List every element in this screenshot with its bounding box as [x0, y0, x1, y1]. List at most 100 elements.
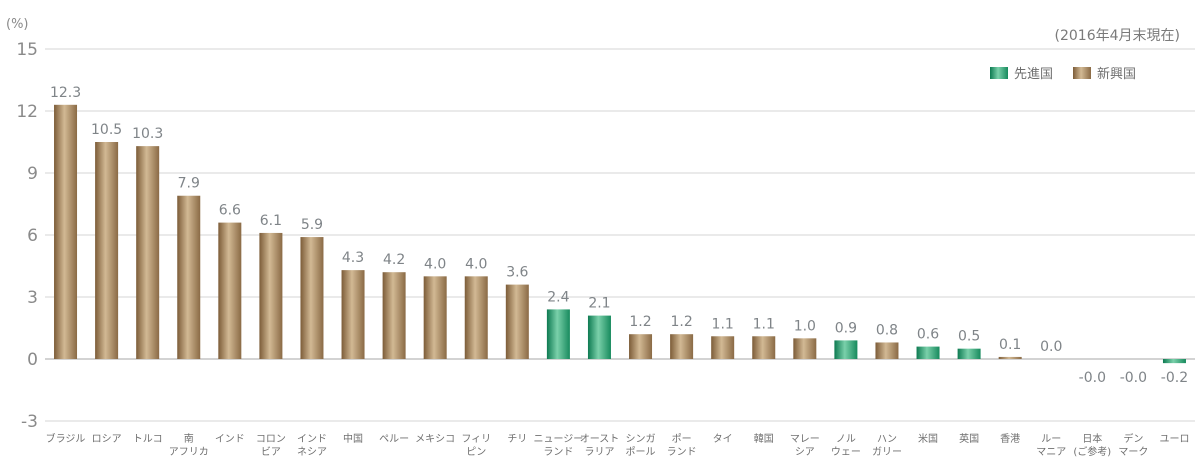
- category-label: アフリカ: [169, 446, 209, 458]
- category-label: 韓国: [754, 433, 774, 445]
- category-label: 日本: [1082, 432, 1102, 445]
- legend: 先進国 新興国: [990, 66, 1136, 82]
- category-label: ガリー: [872, 446, 902, 458]
- category-label: ニュージー: [533, 434, 583, 445]
- category-label: 中国: [343, 432, 363, 445]
- bar: [916, 346, 940, 359]
- category-label: インド: [215, 434, 245, 445]
- value-label: 2.1: [588, 296, 610, 312]
- y-tick-label: 3: [27, 288, 38, 308]
- category-label: デン: [1123, 432, 1143, 445]
- value-label: 1.1: [753, 316, 775, 332]
- value-label: 1.2: [629, 314, 651, 330]
- bar: [218, 222, 242, 359]
- bar: [752, 336, 776, 359]
- category-label: (ご参考): [1073, 445, 1111, 458]
- category-label: マニア: [1036, 447, 1066, 458]
- category-label: トルコ: [133, 434, 163, 445]
- bar: [464, 276, 488, 359]
- category-label: ビア: [261, 446, 281, 458]
- value-label: 12.3: [50, 85, 81, 101]
- value-label: 2.4: [547, 289, 569, 305]
- category-label: メキシコ: [415, 434, 455, 445]
- category-label: 南: [184, 432, 194, 445]
- value-label: 4.0: [424, 256, 446, 272]
- bar: [54, 104, 78, 359]
- category-label: ラリア: [584, 446, 614, 458]
- category-label: フィリ: [461, 434, 491, 445]
- bar: [1162, 359, 1186, 364]
- bar: [875, 342, 899, 359]
- category-label: ノル: [836, 434, 856, 445]
- category-label: オースト: [580, 433, 620, 445]
- category-label: 香港: [1000, 433, 1020, 445]
- bar: [587, 315, 611, 359]
- value-label: -0.2: [1161, 370, 1188, 386]
- category-label: 英国: [959, 432, 979, 445]
- bar: [341, 270, 365, 359]
- bars: [54, 104, 1186, 364]
- bar: [95, 142, 119, 359]
- y-axis-unit-label: (%): [6, 17, 29, 32]
- category-label: ウェー: [831, 446, 861, 458]
- legend-swatch: [990, 67, 1008, 79]
- bar: [505, 284, 529, 359]
- value-label: 10.3: [132, 126, 163, 142]
- legend-label: 先進国: [1014, 67, 1053, 82]
- y-axis-ticks: -3 0 3 6 9 12 15: [16, 40, 38, 432]
- bar: [546, 309, 570, 359]
- value-label: 4.0: [465, 256, 487, 272]
- category-label: ハン: [877, 434, 897, 445]
- y-tick-label: 15: [16, 40, 38, 60]
- category-label: コロン: [256, 434, 286, 445]
- y-tick-label: -3: [21, 412, 38, 432]
- bar: [834, 340, 858, 359]
- value-label: 4.3: [342, 250, 364, 266]
- date-note: (2016年4月末現在): [1055, 28, 1180, 44]
- category-label: シア: [795, 447, 815, 458]
- bar: [998, 356, 1022, 359]
- category-label: ユーロ: [1159, 434, 1189, 445]
- category-label: ピン: [466, 446, 486, 458]
- value-label: -0.0: [1120, 370, 1147, 386]
- value-label: 6.1: [260, 213, 282, 229]
- bar: [382, 272, 406, 359]
- category-label: ロシア: [92, 434, 122, 445]
- category-label: ペルー: [379, 434, 409, 445]
- value-label: 1.0: [794, 318, 816, 334]
- bar: [793, 338, 817, 359]
- category-label: マーク: [1118, 446, 1148, 458]
- bar: [300, 237, 324, 359]
- category-label: タイ: [713, 433, 733, 445]
- category-label: チリ: [507, 433, 527, 445]
- y-tick-label: 9: [27, 164, 38, 184]
- bar: [629, 334, 653, 359]
- category-label: インド: [297, 434, 327, 445]
- bar: [423, 276, 447, 359]
- value-label: 4.2: [383, 252, 405, 268]
- category-label: ランド: [667, 446, 697, 458]
- bar: [259, 232, 283, 359]
- bar: [670, 334, 694, 359]
- category-label: ポー: [672, 433, 692, 445]
- category-label: ブラジル: [46, 432, 86, 445]
- category-label: ネシア: [297, 446, 327, 458]
- category-label: ランド: [543, 446, 573, 458]
- category-label: 米国: [918, 432, 938, 445]
- value-label: 0.0: [1040, 339, 1062, 355]
- value-label: 3.6: [506, 265, 528, 281]
- value-label: 6.6: [219, 203, 241, 219]
- value-labels: 12.3 10.5 10.3 7.9 6.6 6.1 5.9 4.3 4.2 4.0 4.0 3.6 2…: [50, 85, 1188, 386]
- y-tick-label: 0: [27, 350, 38, 370]
- bar: [711, 336, 735, 359]
- legend-swatch: [1073, 67, 1091, 79]
- bar: [957, 348, 981, 359]
- value-label: 7.9: [178, 176, 200, 192]
- value-label: 0.5: [958, 329, 980, 345]
- value-label: 1.1: [712, 316, 734, 332]
- value-label: 5.9: [301, 217, 323, 233]
- y-tick-label: 12: [16, 102, 38, 122]
